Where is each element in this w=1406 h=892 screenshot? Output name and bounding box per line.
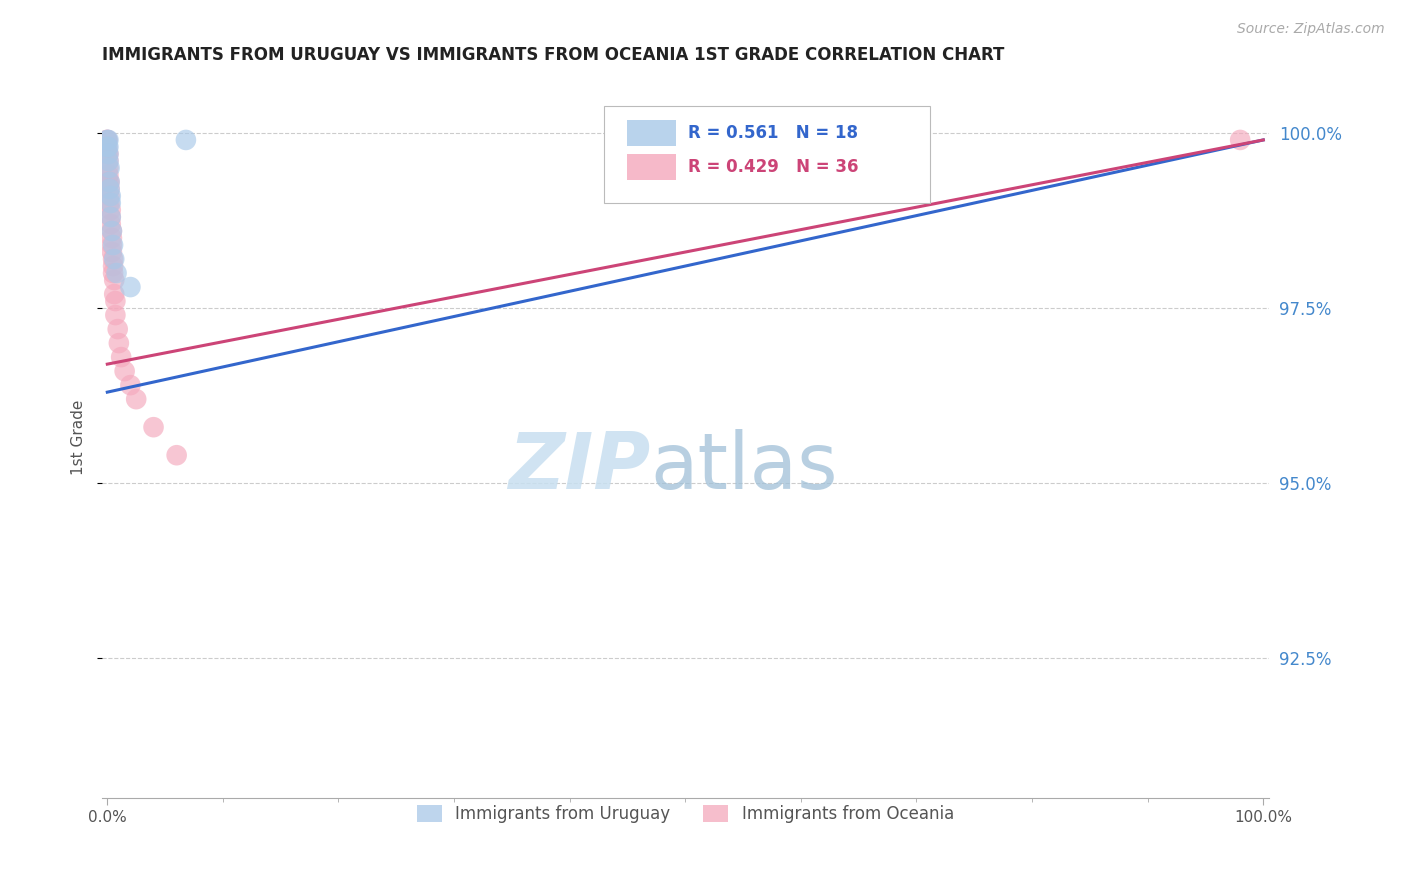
Point (1229, 133, 1251, 147)
Point (96, 133, 118, 147)
Point (114, 364, 136, 378)
Point (101, 224, 124, 238)
Point (97, 161, 120, 175)
Point (96, 140, 118, 154)
Point (98, 182, 121, 196)
Point (120, 378, 142, 392)
Point (96, 147, 118, 161)
Point (97, 140, 120, 154)
Point (96, 133, 118, 147)
Point (98, 182, 121, 196)
Point (98, 175, 121, 189)
Point (100, 217, 122, 231)
Point (104, 294, 127, 309)
Point (98, 175, 121, 189)
Point (100, 210, 122, 224)
Text: Source: ZipAtlas.com: Source: ZipAtlas.com (1237, 22, 1385, 37)
Point (97, 147, 120, 161)
Point (108, 336, 131, 351)
Y-axis label: 1st Grade: 1st Grade (72, 400, 86, 475)
Point (174, 133, 197, 147)
Point (98, 189, 121, 203)
Point (96, 140, 118, 154)
Point (103, 252, 125, 266)
Point (97, 175, 120, 189)
Point (105, 266, 128, 280)
Text: IMMIGRANTS FROM URUGUAY VS IMMIGRANTS FROM OCEANIA 1ST GRADE CORRELATION CHART: IMMIGRANTS FROM URUGUAY VS IMMIGRANTS FR… (101, 46, 1004, 64)
Point (101, 266, 124, 280)
Text: ZIP: ZIP (508, 428, 650, 505)
Text: atlas: atlas (650, 428, 838, 505)
Legend: Immigrants from Uruguay, Immigrants from Oceania: Immigrants from Uruguay, Immigrants from… (411, 798, 960, 830)
Point (107, 322, 129, 336)
FancyBboxPatch shape (603, 106, 931, 203)
Point (97, 153, 120, 168)
Point (103, 273, 125, 287)
Point (98, 161, 121, 175)
FancyBboxPatch shape (627, 120, 676, 146)
Point (97, 168, 120, 182)
Point (97, 147, 120, 161)
Point (142, 420, 165, 434)
Point (110, 350, 132, 364)
FancyBboxPatch shape (627, 154, 676, 180)
Point (101, 259, 124, 273)
Point (100, 202, 122, 217)
Point (103, 287, 125, 301)
Text: R = 0.561   N = 18: R = 0.561 N = 18 (688, 124, 858, 142)
Point (120, 280, 142, 294)
Text: R = 0.429   N = 36: R = 0.429 N = 36 (688, 158, 858, 176)
Point (101, 231, 124, 245)
Point (97, 133, 120, 147)
Point (96, 133, 118, 147)
Point (97, 153, 120, 168)
Point (100, 196, 122, 211)
Point (101, 238, 124, 252)
Point (125, 392, 148, 406)
Point (101, 252, 124, 266)
Point (104, 308, 127, 322)
Point (101, 245, 124, 260)
Point (101, 238, 124, 252)
Point (98, 196, 121, 211)
Point (100, 210, 122, 224)
Point (101, 224, 124, 238)
Point (166, 448, 188, 462)
Point (100, 189, 122, 203)
